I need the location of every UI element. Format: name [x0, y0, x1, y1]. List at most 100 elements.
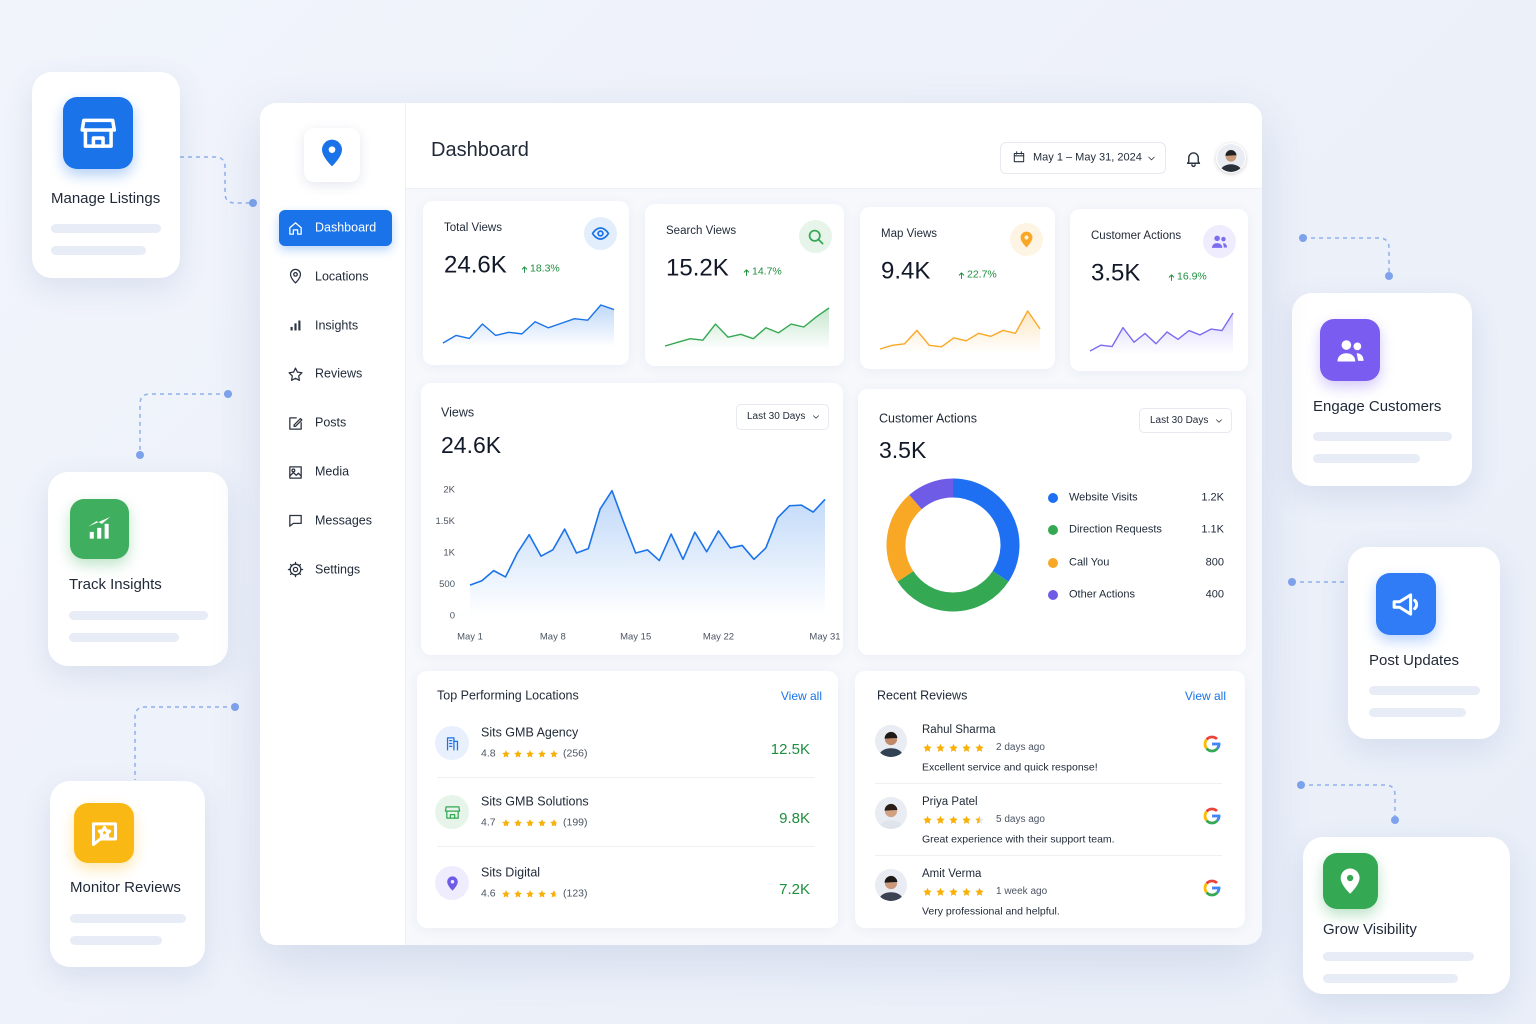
stat-icon-path: [1020, 231, 1033, 248]
reviewer-avatar: [875, 725, 907, 757]
stat-change: 18.3%: [530, 262, 560, 275]
feature-icon-path: [97, 825, 111, 839]
feature-icon-box: [1320, 319, 1380, 381]
location-icon-bg: [435, 726, 469, 760]
sidebar-icon-path: [288, 416, 302, 430]
stat-icon-path: [597, 230, 604, 237]
chevron-path: [1147, 156, 1155, 160]
placeholder-bar: [69, 633, 179, 642]
legend-value: 800: [1205, 556, 1224, 568]
legend-label: Call You: [1069, 556, 1110, 568]
legend-dot: [1048, 493, 1058, 503]
chevron-path: [1216, 419, 1222, 423]
stat-value: 15.2K: [666, 254, 729, 282]
placeholder-bar: [51, 224, 161, 233]
location-icon-path: [446, 875, 458, 891]
connector-dot: [1299, 234, 1307, 242]
range-dropdown[interactable]: [1139, 408, 1232, 433]
location-reviews: (199): [563, 816, 588, 829]
sidebar-icon-path: [288, 465, 302, 479]
location-name: Sits GMB Agency: [481, 725, 579, 740]
logo-icon-path: [322, 139, 342, 167]
sidebar-icon-path: [292, 272, 298, 278]
chevron: [1216, 419, 1222, 423]
card-title: Recent Reviews: [877, 688, 968, 703]
placeholder-bar: [1313, 432, 1452, 441]
sidebar-icon-path: [288, 221, 302, 235]
card-title: Customer Actions: [879, 411, 977, 426]
location-name: Sits GMB Solutions: [481, 794, 589, 809]
view-all-link[interactable]: View all: [780, 688, 822, 703]
range-label: Last 30 Days: [1150, 415, 1209, 426]
sidebar-icon-path: [288, 515, 302, 528]
feature-icon: [1336, 339, 1364, 361]
stat-title: Customer Actions: [1091, 230, 1182, 243]
feature-icon-path: [1341, 339, 1351, 350]
connector-line: [134, 706, 235, 780]
location-icon: [446, 736, 458, 751]
sidebar-active: [279, 210, 392, 246]
stat-value: 3.5K: [1091, 259, 1141, 287]
sidebar-item[interactable]: Reviews: [315, 366, 363, 381]
stat-change: 22.7%: [967, 268, 997, 281]
stat-title: Map Views: [881, 228, 938, 241]
feature-icon-path: [1356, 352, 1364, 361]
chevron: [813, 415, 819, 419]
placeholder-bar: [51, 246, 146, 255]
sidebar-icon-path: [287, 561, 303, 578]
sidebar-icon-path: [292, 566, 298, 573]
reviewer-avatar: [875, 797, 907, 829]
review-text: Excellent service and quick response!: [922, 761, 1098, 774]
change-arrow: [1168, 273, 1174, 281]
sidebar-icon: [288, 416, 303, 430]
placeholder-bar: [69, 611, 208, 620]
stat-icon-path: [591, 227, 610, 240]
legend-label: Other Actions: [1069, 588, 1136, 601]
connector-dot: [1385, 272, 1393, 280]
bell-icon[interactable]: [1184, 149, 1203, 168]
date-range: May 1 – May 31, 2024: [1033, 151, 1142, 164]
feature-label: Track Insights: [69, 576, 162, 593]
location-icon-path: [445, 809, 459, 819]
sidebar-icon-path: [297, 320, 300, 331]
feature-label: Post Updates: [1369, 652, 1460, 669]
sidebar-item[interactable]: Posts: [315, 415, 347, 430]
stat-title: Total Views: [444, 222, 502, 235]
change-arrow-path: [958, 271, 964, 279]
legend-value: 1.2K: [1201, 491, 1224, 504]
divider: [437, 777, 815, 778]
date-picker[interactable]: [1000, 142, 1166, 174]
feature-icon-path: [88, 516, 111, 527]
stat-icon: [591, 227, 610, 240]
feature-icon: [88, 516, 111, 539]
sidebar-item[interactable]: Media: [315, 464, 350, 479]
location-icon-path: [444, 805, 460, 812]
view-all-link[interactable]: View all: [1184, 688, 1226, 703]
connector-dot: [224, 390, 232, 398]
legend-dot: [1048, 557, 1058, 568]
chevron-path: [813, 415, 819, 419]
location-views: 12.5K: [770, 741, 810, 758]
stat-icon-path: [1214, 235, 1220, 242]
sidebar-item[interactable]: Dashboard: [315, 220, 377, 235]
connector-line: [139, 393, 228, 455]
sidebar-icon-path: [289, 269, 301, 284]
reviewer-name: Priya Patel: [922, 796, 978, 809]
placeholder-bar: [1369, 708, 1466, 717]
sidebar-item[interactable]: Settings: [315, 562, 361, 577]
sidebar-item[interactable]: Insights: [315, 318, 359, 333]
range-dropdown[interactable]: [736, 404, 829, 430]
feature-icon-path: [1353, 342, 1361, 350]
sidebar-icon-path: [293, 323, 297, 331]
sidebar-icon: [290, 320, 300, 331]
legend-dot: [1048, 525, 1058, 536]
card-total: 24.6K: [441, 432, 502, 459]
calendar-icon: [1013, 151, 1025, 163]
review-text: Very professional and helpful.: [922, 905, 1060, 918]
feature-icon-path: [91, 136, 105, 148]
sidebar-item[interactable]: Messages: [315, 513, 372, 528]
stat-icon-path: [817, 238, 824, 245]
review-time: 1 week ago: [996, 886, 1048, 897]
sidebar-item[interactable]: Locations: [315, 269, 369, 284]
